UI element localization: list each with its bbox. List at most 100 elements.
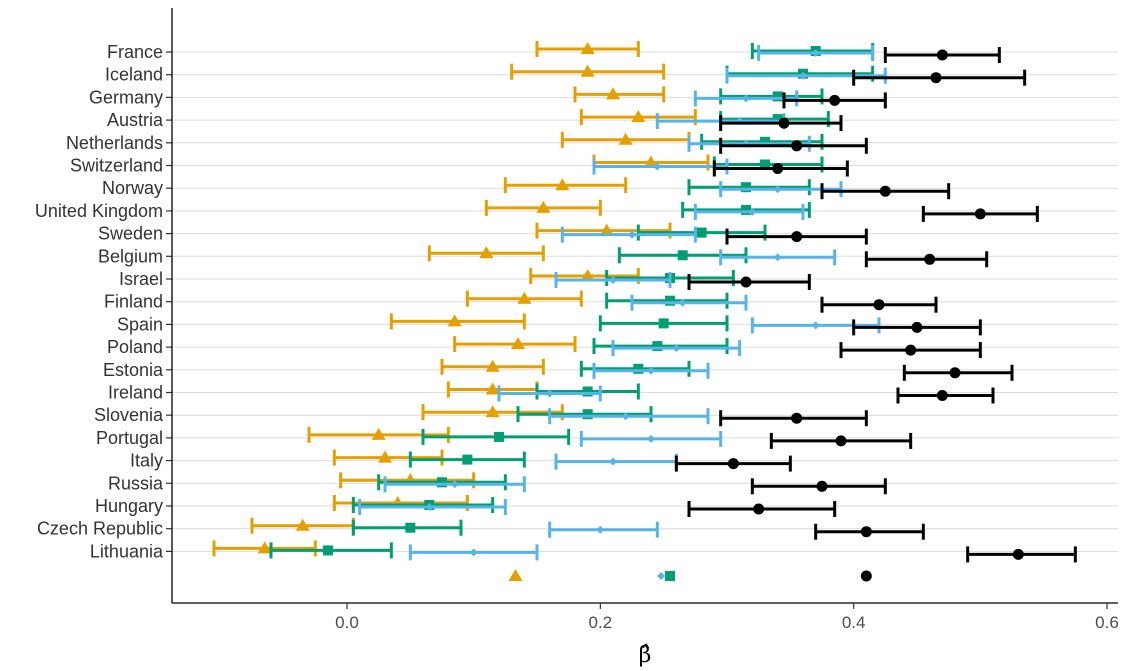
point-diamond [748, 207, 757, 216]
point-diamond [811, 49, 820, 57]
point-triangle [447, 314, 462, 327]
point-square [652, 341, 663, 352]
point-triangle [257, 541, 272, 554]
category-label: Israel [119, 269, 163, 289]
point-circle [936, 390, 948, 401]
point-circle [791, 231, 803, 243]
category-label: Estonia [103, 360, 164, 380]
category-label: Russia [108, 473, 164, 493]
category-label: Lithuania [90, 541, 164, 561]
point-diamond [545, 389, 554, 398]
category-label: Austria [107, 110, 164, 130]
point-square [696, 227, 707, 238]
category-label: France [107, 42, 163, 62]
category-label: Slovenia [94, 405, 164, 425]
x-tick-label: 0.4 [842, 613, 866, 632]
point-diamond [596, 525, 605, 534]
overall-point-square [665, 571, 675, 581]
point-circle [835, 435, 847, 447]
point-square [772, 114, 783, 125]
series-square [269, 43, 875, 581]
point-circle [930, 72, 942, 84]
point-square [437, 477, 447, 488]
category-label: Italy [130, 451, 163, 471]
x-axis-title: β̂ [639, 643, 652, 668]
point-diamond [450, 480, 459, 489]
point-circle [753, 503, 765, 515]
x-tick-label: 0.0 [335, 613, 359, 632]
point-triangle [485, 382, 500, 395]
point-square [462, 454, 473, 465]
point-square [665, 295, 675, 306]
point-square [582, 386, 593, 397]
overall-point-triangle [508, 569, 523, 581]
point-triangle [644, 155, 658, 168]
category-label: Ireland [108, 383, 163, 403]
point-circle [949, 367, 961, 379]
point-circle [1012, 548, 1024, 560]
point-square [677, 250, 688, 261]
point-diamond [609, 457, 617, 466]
point-circle [727, 458, 739, 470]
point-triangle [511, 337, 525, 350]
point-circle [816, 480, 828, 492]
category-label: Sweden [98, 224, 163, 244]
category-label: Portugal [96, 428, 163, 448]
series-circle [674, 47, 1077, 582]
point-diamond [621, 412, 630, 421]
x-tick-label: 0.6 [1095, 613, 1119, 632]
point-diamond [653, 162, 662, 171]
point-circle [772, 163, 784, 174]
point-square [741, 182, 751, 193]
overall-point-circle [860, 570, 872, 582]
point-diamond [425, 503, 434, 511]
point-diamond [469, 548, 478, 557]
point-circle [905, 344, 917, 356]
chart-marks [212, 41, 1077, 582]
point-square [658, 318, 669, 329]
point-triangle [479, 246, 494, 259]
point-square [323, 545, 333, 556]
point-triangle [599, 223, 614, 236]
point-circle [829, 94, 841, 106]
point-triangle [517, 291, 532, 304]
category-label: Belgium [98, 246, 163, 266]
point-triangle [580, 269, 595, 281]
point-circle [860, 526, 872, 538]
series-diamond [358, 45, 887, 580]
category-label: Switzerland [70, 156, 163, 176]
point-circle [879, 185, 891, 197]
category-label: Iceland [105, 65, 163, 85]
point-square [405, 522, 416, 533]
category-label: Czech Republic [37, 519, 163, 539]
point-diamond [811, 321, 820, 330]
series-triangle [212, 41, 710, 581]
point-diamond [742, 94, 750, 103]
point-circle [791, 412, 803, 424]
category-label: Poland [107, 337, 163, 357]
point-triangle [555, 178, 570, 191]
point-square [760, 159, 770, 170]
point-square [760, 136, 770, 147]
point-circle [740, 276, 752, 288]
point-square [741, 204, 751, 215]
category-label: Germany [89, 87, 163, 107]
point-diamond [672, 344, 681, 353]
point-circle [974, 208, 986, 220]
point-circle [936, 49, 948, 61]
point-circle [911, 321, 923, 333]
point-circle [924, 253, 936, 265]
point-triangle [378, 450, 392, 463]
point-diamond [773, 185, 782, 194]
point-diamond [647, 434, 655, 443]
overall-point-diamond [657, 572, 666, 580]
category-label: Netherlands [66, 133, 163, 153]
point-circle [791, 140, 803, 152]
axes [171, 8, 1118, 604]
category-label: Finland [104, 292, 163, 312]
point-triangle [580, 42, 595, 54]
point-square [772, 91, 783, 102]
point-circle [778, 117, 790, 129]
